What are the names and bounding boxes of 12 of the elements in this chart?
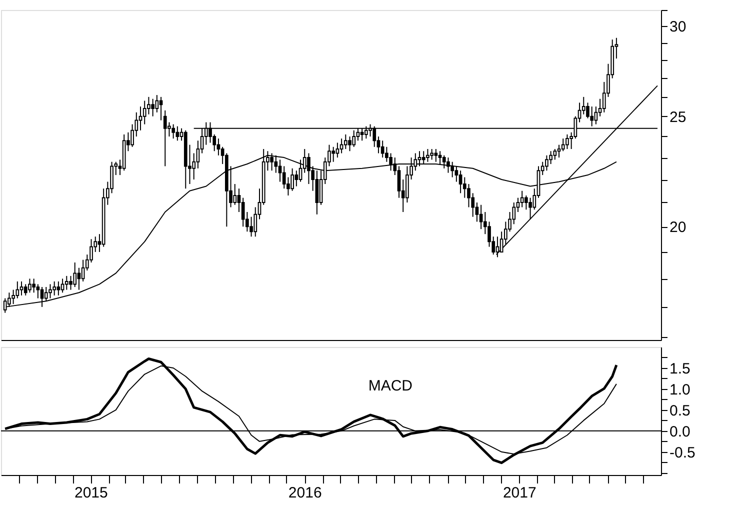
y-tick-label: -0.5 <box>670 444 696 462</box>
y-tick-label: 1.5 <box>670 360 690 378</box>
x-tick-label: 2015 <box>74 484 108 502</box>
y-tick-label: 25 <box>670 108 686 126</box>
y-tick-label: 0.5 <box>670 402 690 420</box>
y-tick-label: 0.0 <box>670 423 690 440</box>
annotation: MACD <box>368 377 413 394</box>
x-tick-label: 2017 <box>502 484 536 502</box>
y-tick-label: 20 <box>670 219 686 236</box>
y-tick-label: 30 <box>670 18 686 36</box>
x-tick-label: 2016 <box>288 484 322 502</box>
y-tick-label: 1.0 <box>670 381 690 398</box>
